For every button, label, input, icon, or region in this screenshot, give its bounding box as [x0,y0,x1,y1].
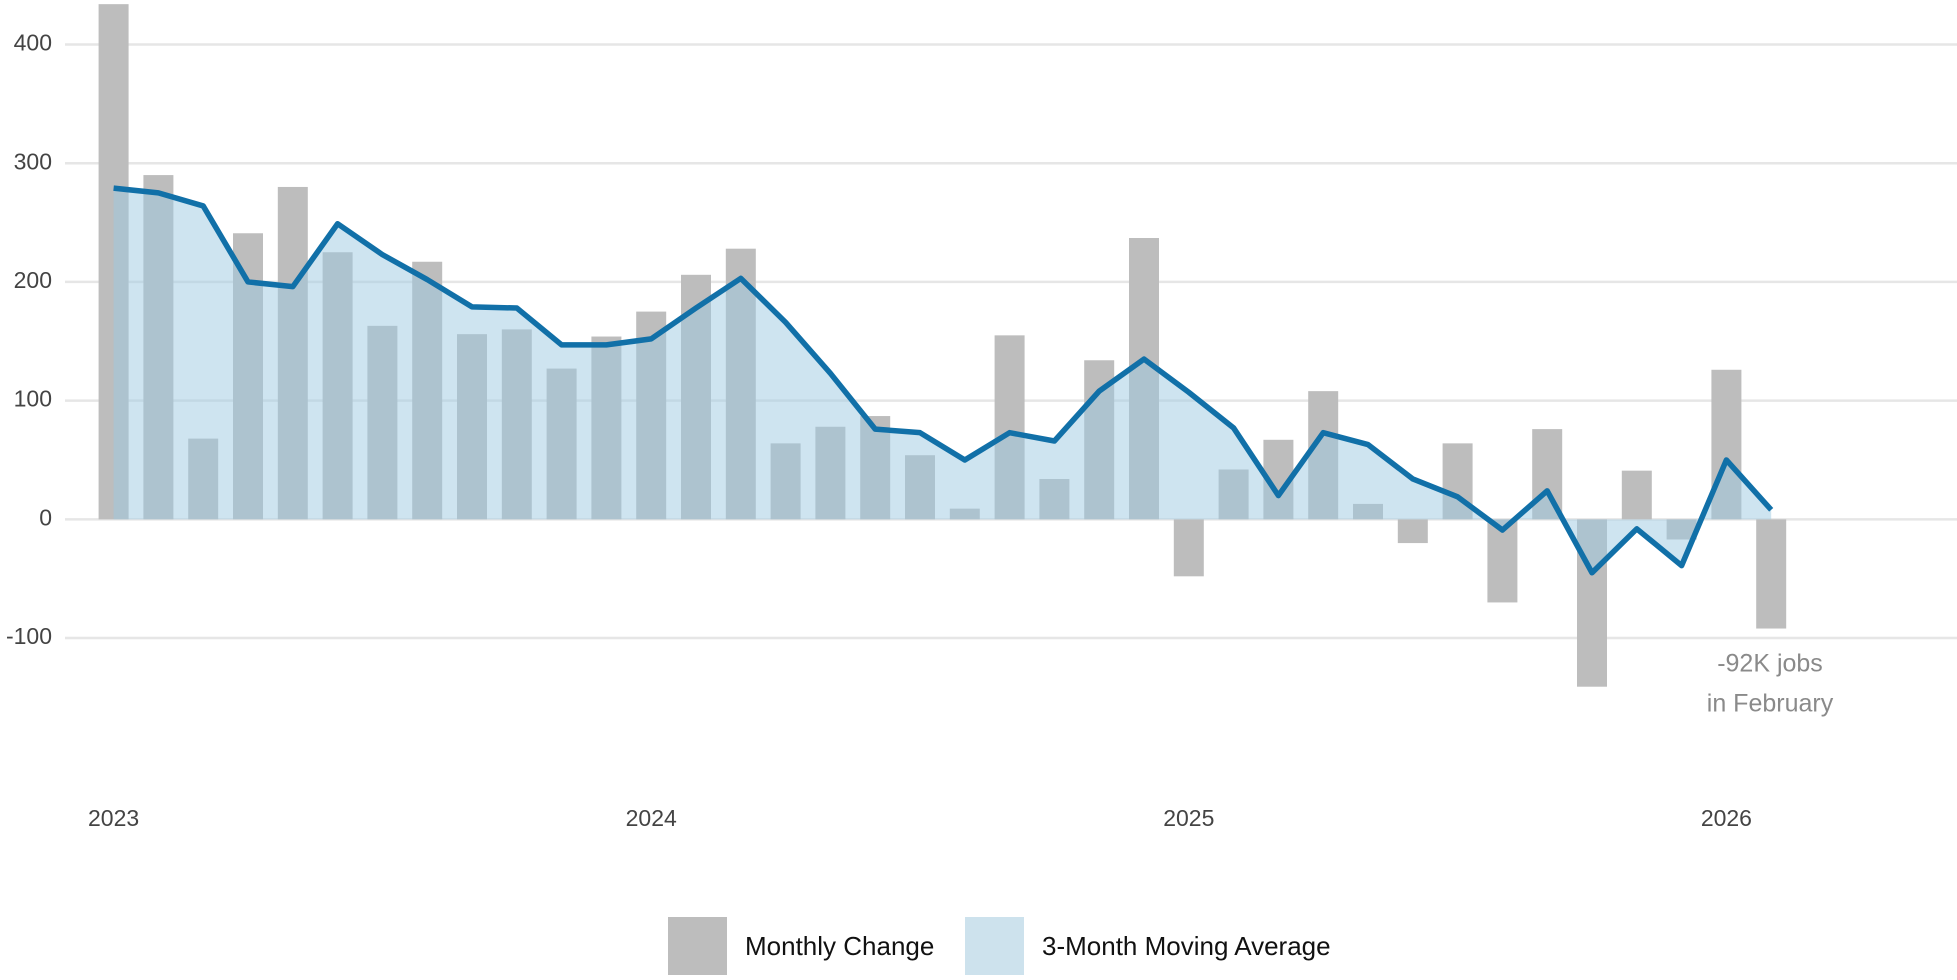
bar [1173,519,1204,577]
x-tick-label: 2025 [1163,805,1214,831]
annotation: in February [1707,690,1834,718]
bar [1487,519,1518,603]
bar [1756,519,1787,629]
y-tick-label: 100 [14,386,52,412]
bar [1397,519,1428,544]
legend-label: Monthly Change [745,931,934,961]
annotation: -92K jobs [1717,650,1823,678]
y-tick-label: -100 [6,623,52,649]
x-tick-label: 2023 [88,805,139,831]
y-tick-label: 0 [39,504,52,530]
bar [1621,470,1652,520]
y-tick-label: 400 [14,30,52,56]
legend-swatch [668,917,727,975]
legend-label: 3-Month Moving Average [1042,931,1331,961]
area [113,188,1772,573]
legend-swatch [965,917,1024,975]
y-tick-label: 300 [14,148,52,174]
line [113,185,1774,576]
x-tick-label: 2024 [626,805,677,831]
y-tick-label: 200 [14,267,52,293]
x-tick-label: 2026 [1701,805,1752,831]
